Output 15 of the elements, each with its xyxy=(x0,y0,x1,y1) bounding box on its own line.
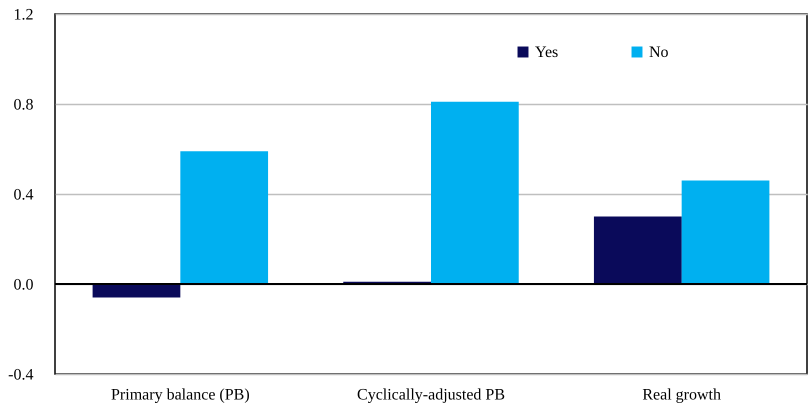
bar xyxy=(431,102,519,284)
bar xyxy=(594,216,682,284)
y-tick-label: -0.4 xyxy=(8,366,34,384)
y-tick-label: 0.4 xyxy=(14,186,34,204)
x-tick-label: Real growth xyxy=(642,386,721,404)
bar xyxy=(682,180,770,284)
x-tick-label: Cyclically-adjusted PB xyxy=(357,386,505,404)
y-tick-label: 1.2 xyxy=(14,6,34,24)
x-tick-label: Primary balance (PB) xyxy=(111,386,250,404)
legend-label: Yes xyxy=(535,44,558,61)
y-tick-label: 0.0 xyxy=(14,276,34,294)
bar xyxy=(180,151,268,284)
bar xyxy=(92,284,180,298)
y-tick-label: 0.8 xyxy=(14,96,34,114)
legend-label: No xyxy=(649,44,669,61)
